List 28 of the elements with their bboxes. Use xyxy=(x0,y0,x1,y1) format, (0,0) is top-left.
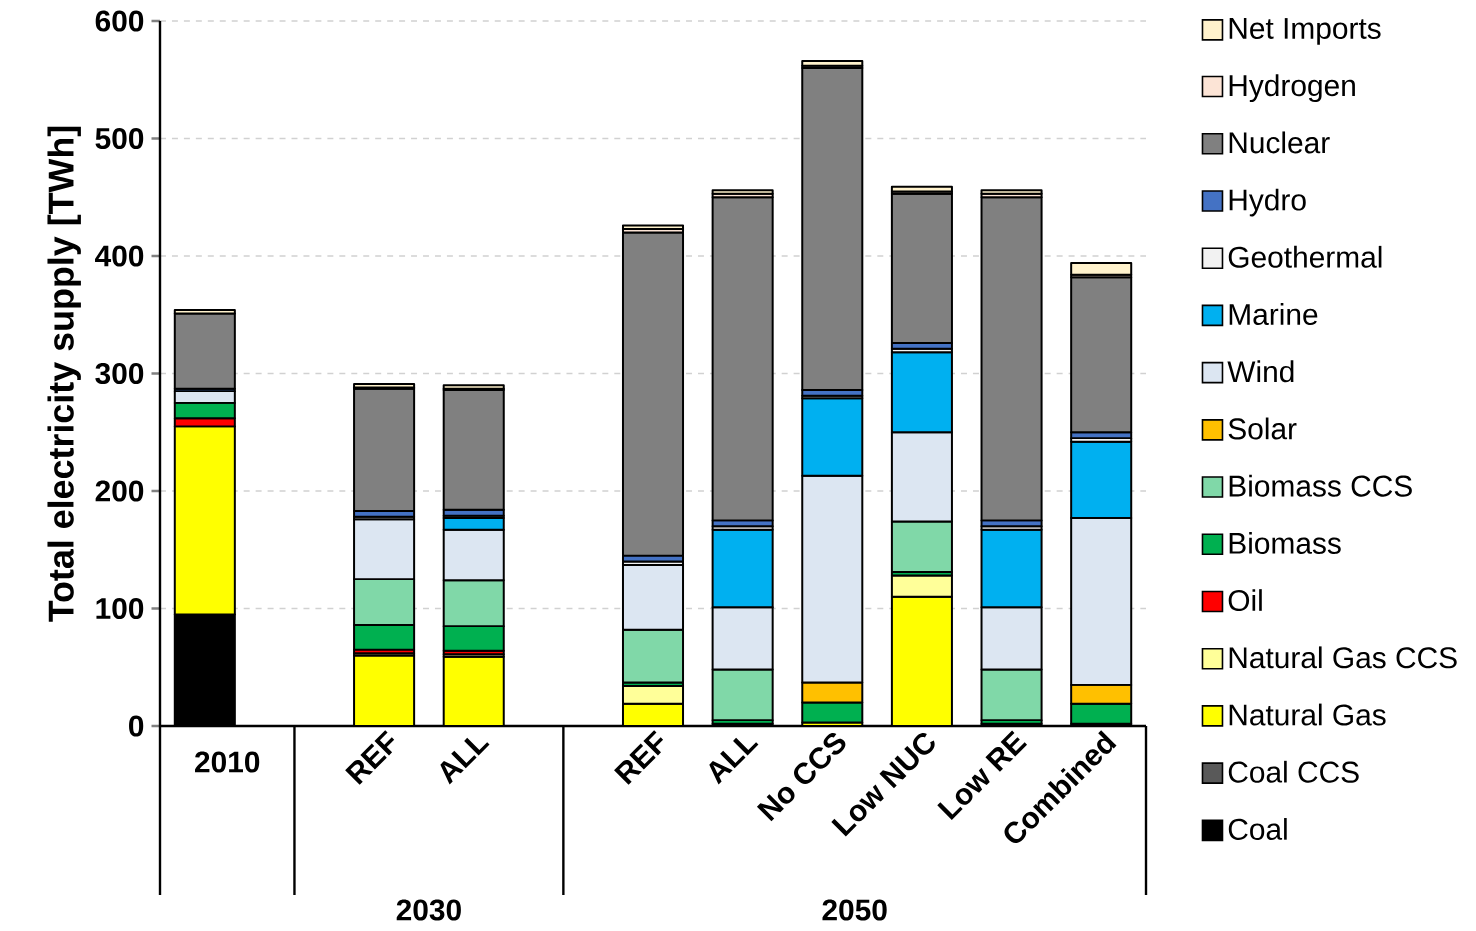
y-tick-label: 200 xyxy=(95,480,144,502)
legend-label: Geothermal xyxy=(1228,245,1382,268)
y-tick-label: 100 xyxy=(96,597,144,620)
y-tick-label: 400 xyxy=(95,245,144,267)
legend-label: Solar xyxy=(1228,417,1297,440)
legend-label: Hydrogen xyxy=(1229,74,1355,103)
x-tick-label: ALL xyxy=(440,737,490,785)
text: 2050 xyxy=(822,899,887,921)
y-tick-label: 300 xyxy=(95,362,144,385)
y-axis-title: Total electricity supply [TWh] xyxy=(47,126,81,622)
legend-label: Net Imports xyxy=(1229,18,1381,45)
legend-label: Nuclear xyxy=(1229,131,1330,154)
y-tick-label: 500 xyxy=(95,127,144,150)
legend-label: Hydro xyxy=(1229,188,1306,217)
y-tick-label: 0 xyxy=(129,715,144,737)
legend-label: Natural Gas CCS xyxy=(1229,646,1457,669)
legend-label: Marine xyxy=(1229,303,1318,326)
text: 2010 xyxy=(195,751,260,773)
legend-label: Coal CCS xyxy=(1228,760,1359,783)
legend-label: Wind xyxy=(1227,360,1294,383)
legend-label: Biomass xyxy=(1229,531,1341,554)
legend-label: Coal xyxy=(1228,818,1287,840)
legend-label: Oil xyxy=(1228,589,1262,612)
y-tick-label: 600 xyxy=(95,10,144,32)
x-tick-label: ALL xyxy=(709,737,759,785)
legend-label: Biomass CCS xyxy=(1229,474,1412,497)
legend-label: Natural Gas xyxy=(1229,703,1386,726)
text: 2030 xyxy=(396,899,461,921)
